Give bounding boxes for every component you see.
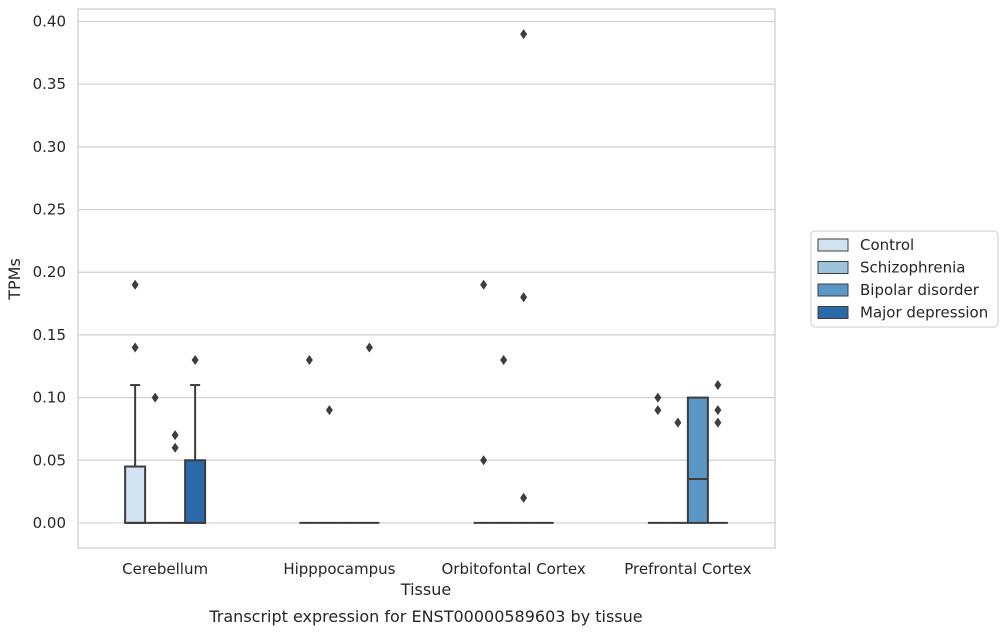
box-schizophrenia (493, 354, 514, 524)
x-axis-label: Tissue (400, 580, 451, 599)
box-schizophrenia (667, 417, 688, 524)
y-tick-label: 0.40 (33, 13, 66, 31)
legend-entry: Bipolar disorder (860, 281, 980, 299)
y-tick-label: 0.15 (33, 326, 66, 344)
outlier-point (714, 417, 722, 428)
legend-entry: Schizophrenia (860, 259, 965, 277)
outlier-point (131, 342, 139, 353)
y-tick-labels: 0.00 0.05 0.10 0.15 0.20 0.25 0.30 0.35 0.40 (33, 13, 66, 532)
y-tick-label: 0.10 (33, 389, 66, 407)
y-axis-label: TPMs (5, 258, 24, 301)
box-rect (686, 396, 709, 524)
legend-entry: Control (860, 236, 914, 254)
outlier-point (520, 492, 528, 503)
legend: Control Schizophrenia Bipolar disorder Majo… (810, 230, 999, 328)
box-rect (124, 465, 147, 524)
outlier-point (191, 354, 199, 365)
outlier-point (305, 354, 313, 365)
outlier-point (151, 392, 159, 403)
box-major-depression (707, 380, 728, 524)
legend-entry: Major depression (860, 304, 988, 322)
outlier-point (480, 279, 488, 290)
box-bipolar-disorder (513, 29, 534, 524)
y-tick-label: 0.25 (33, 201, 66, 219)
legend-frame (810, 230, 999, 328)
legend-swatch (817, 261, 849, 274)
box-control (124, 279, 147, 524)
box-control (647, 392, 668, 524)
outlier-point (500, 354, 508, 365)
y-tick-label: 0.05 (33, 451, 66, 469)
box-major-depression (359, 342, 380, 524)
y-tick-label: 0.35 (33, 75, 66, 93)
outlier-point (480, 455, 488, 466)
outlier-point (714, 405, 722, 416)
legend-swatch (817, 306, 849, 319)
x-tick-label: Cerebellum (122, 560, 208, 578)
y-tick-label: 0.00 (33, 514, 66, 532)
box-schizophrenia (319, 405, 340, 524)
box-major-depression (184, 354, 207, 524)
legend-swatch (817, 238, 849, 252)
boxes (124, 29, 728, 524)
x-tick-labels: Cerebellum Hipppocampus Orbitofontal Corte… (122, 560, 751, 578)
plot-area (77, 8, 776, 549)
outlier-point (714, 380, 722, 391)
outlier-point (520, 292, 528, 303)
outlier-point (325, 405, 333, 416)
box-rect (184, 459, 207, 524)
outlier-point (674, 417, 682, 428)
outlier-point (654, 405, 662, 416)
box-control (473, 279, 494, 524)
outlier-point (171, 442, 179, 453)
outlier-point (131, 279, 139, 290)
x-tick-label: Prefrontal Cortex (624, 560, 751, 578)
x-tick-label: Orbitofontal Cortex (442, 560, 586, 578)
outlier-point (520, 29, 528, 40)
outlier-point (365, 342, 373, 353)
y-tick-label: 0.20 (33, 263, 66, 281)
chart-caption: Transcript expression for ENST0000058960… (208, 607, 642, 626)
box-control (299, 354, 320, 524)
legend-swatch (817, 283, 849, 297)
box-bipolar-disorder (686, 396, 709, 524)
box-schizophrenia (145, 392, 166, 524)
box-bipolar-disorder (165, 430, 186, 524)
y-tick-label: 0.30 (33, 138, 66, 156)
outlier-point (171, 430, 179, 441)
x-tick-label: Hipppocampus (283, 560, 395, 578)
outlier-point (654, 392, 662, 403)
